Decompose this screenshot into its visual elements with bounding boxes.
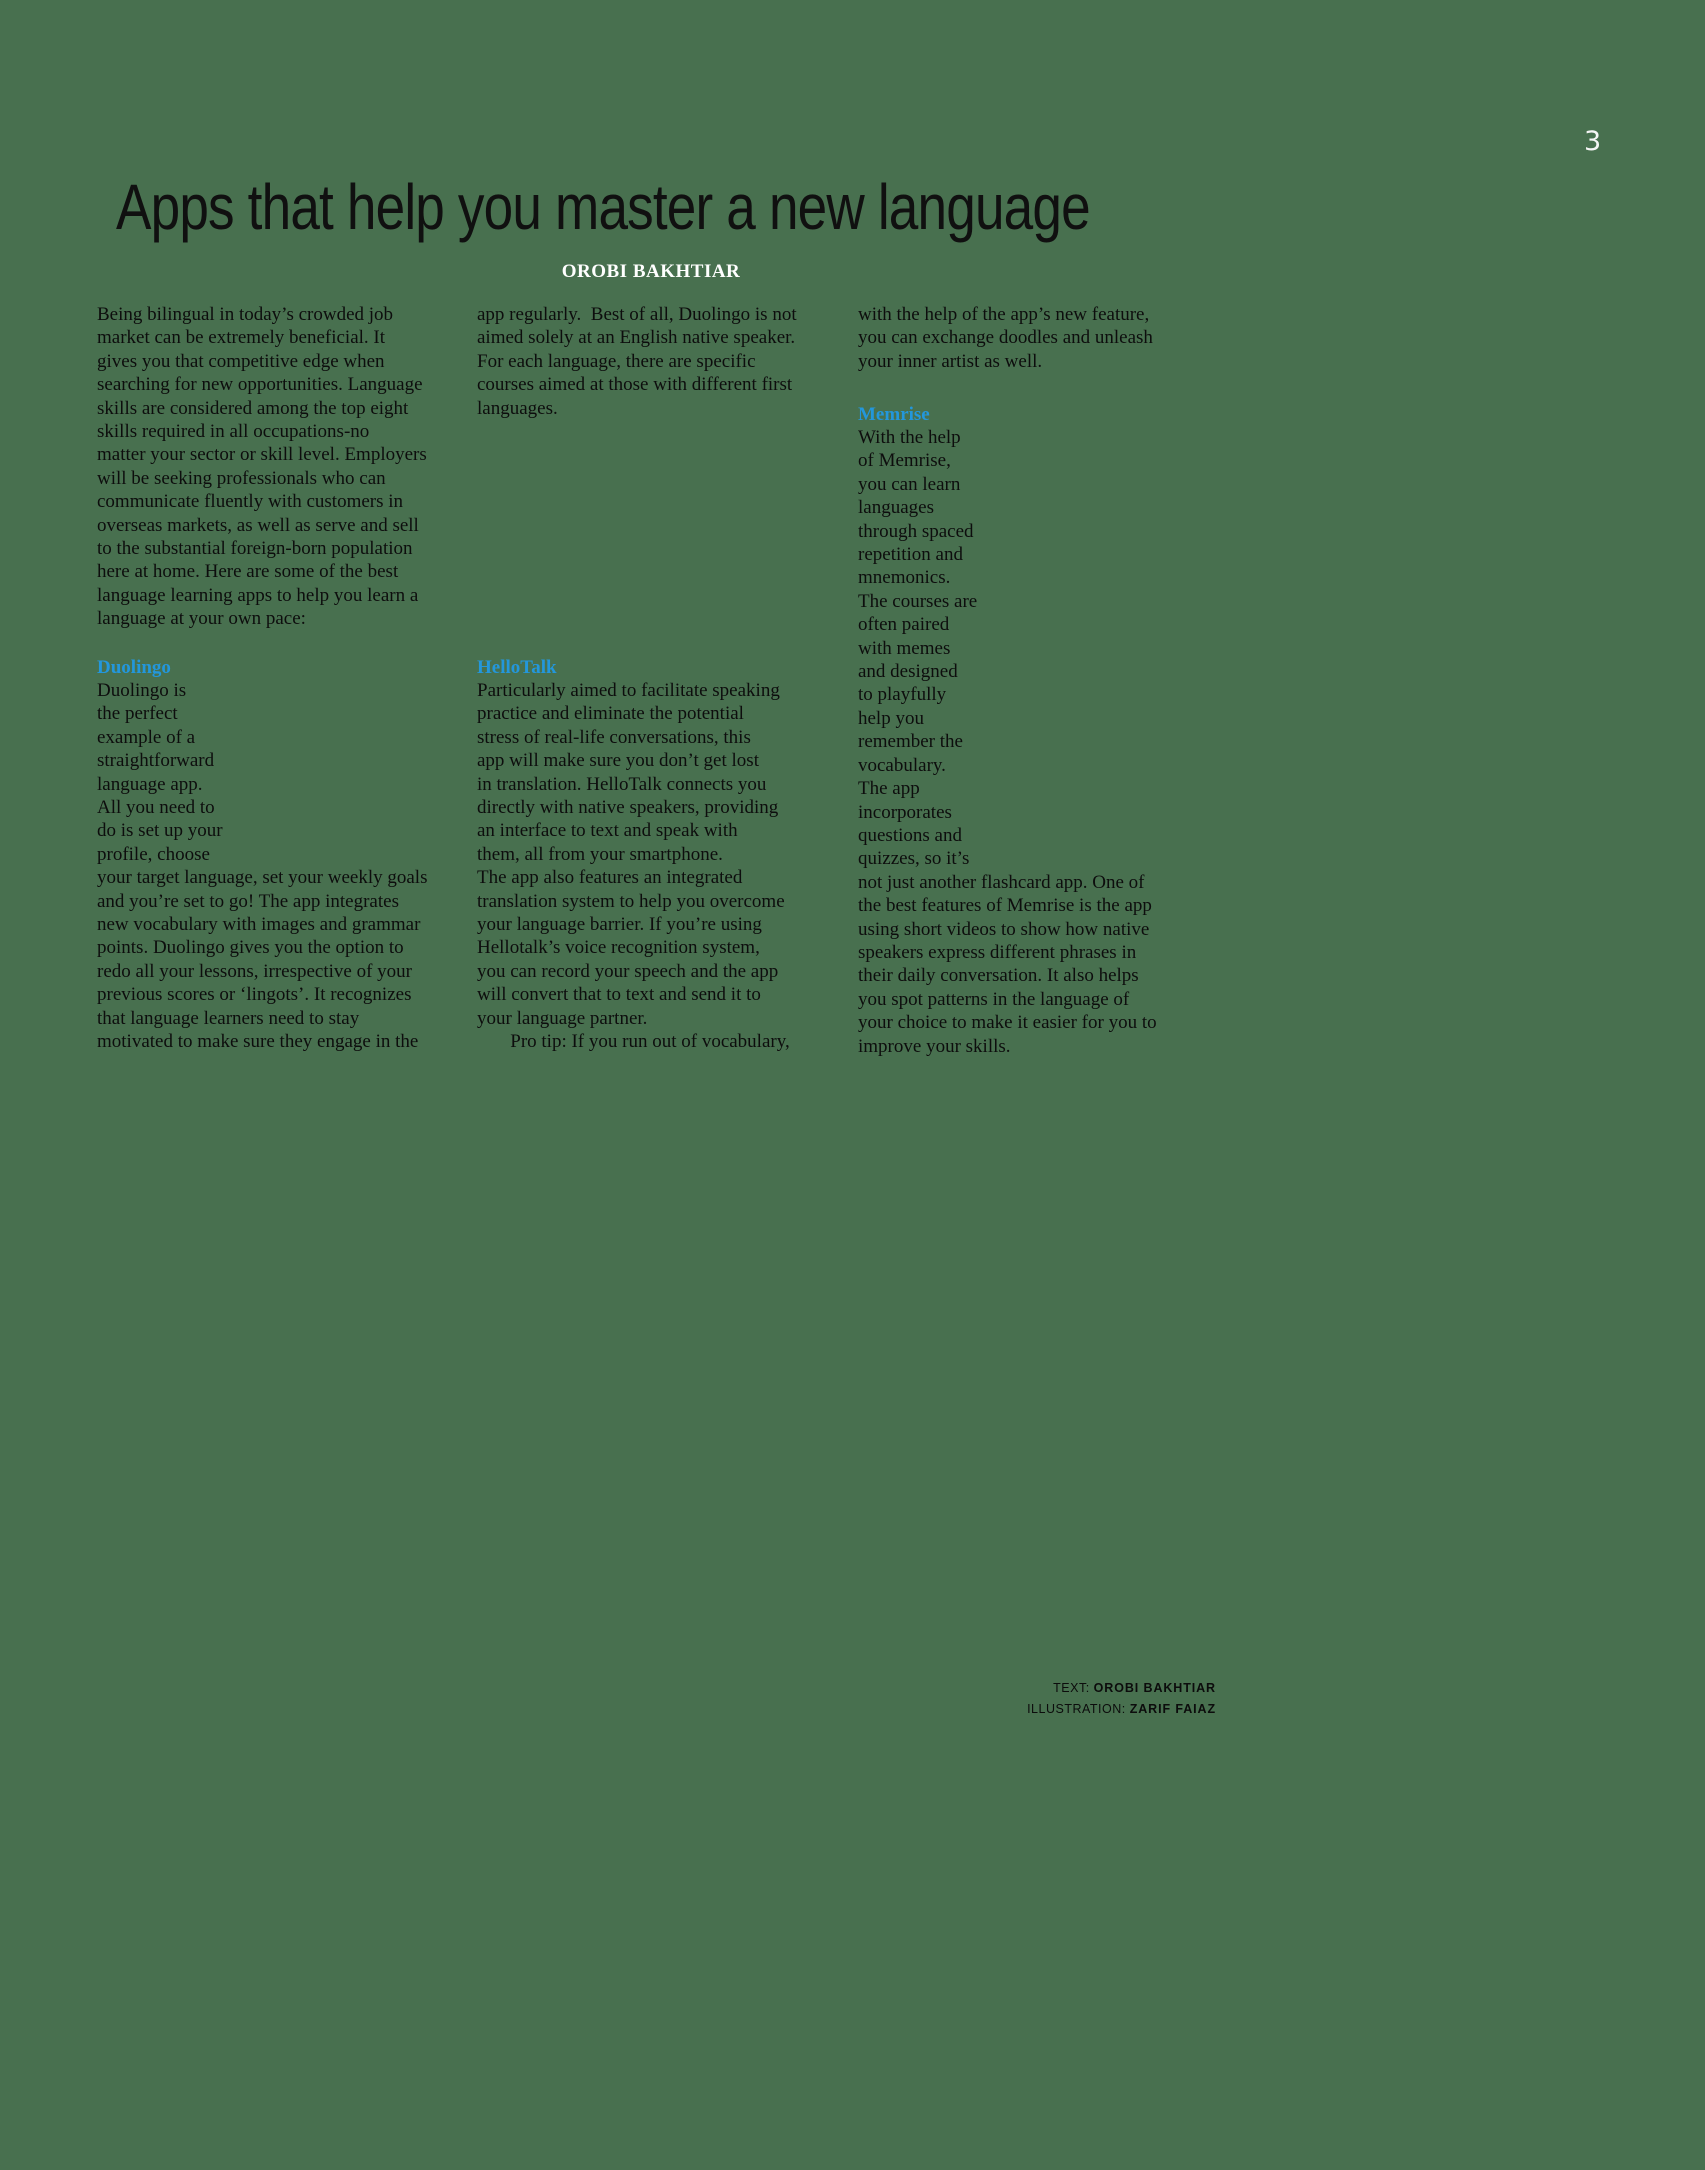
- hellotalk-paragraph: Particularly aimed to facilitate speakin…: [477, 680, 790, 1053]
- memrise-heading: Memrise: [858, 404, 930, 425]
- intro-paragraph: Being bilingual in today’s crowded job m…: [97, 304, 427, 630]
- credit-text-line: TEXT: OROBI BAKHTIAR: [716, 1678, 1216, 1699]
- page-number: 3: [1584, 126, 1602, 157]
- hellotalk-heading: HelloTalk: [477, 657, 557, 678]
- credit-illustration-label: ILLUSTRATION:: [1027, 1702, 1126, 1716]
- duolingo-paragraph-continuation: app regularly. Best of all, Duolingo is …: [477, 304, 797, 419]
- credits: TEXT: OROBI BAKHTIAR ILLUSTRATION: ZARIF…: [716, 1678, 1216, 1720]
- credit-illustration-name: ZARIF FAIAZ: [1129, 1702, 1216, 1716]
- byline: OROBI BAKHTIAR: [561, 261, 741, 282]
- duolingo-heading: Duolingo: [97, 657, 171, 678]
- credit-text-name: OROBI BAKHTIAR: [1093, 1681, 1216, 1695]
- credit-text-label: TEXT:: [1053, 1681, 1090, 1695]
- memrise-paragraph: With the help of Memrise, you can learn …: [858, 427, 1157, 1057]
- credit-illustration-line: ILLUSTRATION: ZARIF FAIAZ: [716, 1699, 1216, 1720]
- duolingo-paragraph: Duolingo is the perfect example of a str…: [97, 680, 428, 1053]
- hellotalk-paragraph-continuation: with the help of the app’s new feature, …: [858, 304, 1153, 372]
- article-title: Apps that help you master a new language: [116, 171, 1091, 243]
